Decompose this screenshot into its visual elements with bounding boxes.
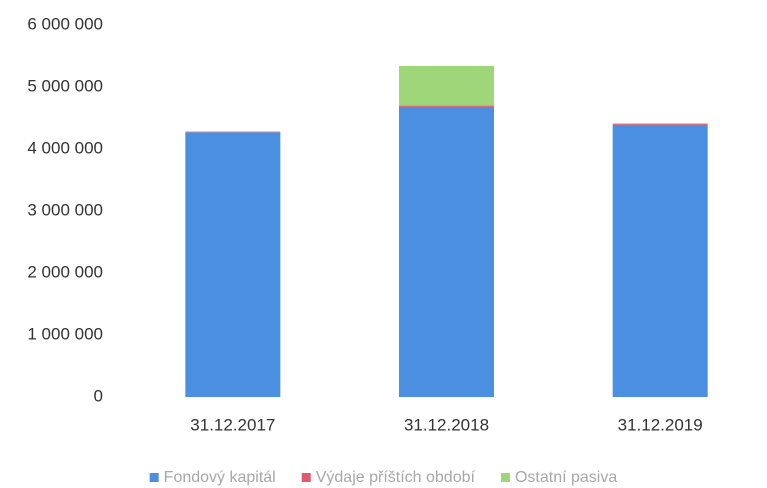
x-tick-label: 31.12.2017 — [190, 415, 275, 434]
bar-segment — [185, 132, 281, 397]
x-tick-label: 31.12.2019 — [618, 415, 703, 434]
y-tick-label: 0 — [94, 386, 103, 405]
bar-segment — [185, 131, 281, 133]
y-tick-label: 1 000 000 — [27, 324, 103, 343]
legend-label: Fondový kapitál — [164, 469, 276, 486]
legend-swatch — [500, 473, 510, 482]
legend: Fondový kapitál Výdaje příštích období Ost… — [149, 469, 617, 486]
y-tick-label: 5 000 000 — [27, 76, 103, 95]
x-tick-label: 31.12.2018 — [404, 415, 489, 434]
bar-segment — [399, 106, 494, 397]
y-tick-label: 4 000 000 — [27, 138, 103, 157]
legend-swatch — [149, 473, 159, 482]
legend-label: Ostatní pasiva — [515, 469, 617, 486]
bar-segment — [399, 105, 494, 107]
bar-segment — [612, 124, 708, 397]
legend-swatch — [301, 473, 311, 482]
y-tick-label: 2 000 000 — [27, 262, 103, 281]
y-tick-label: 3 000 000 — [27, 200, 103, 219]
bar-segment — [612, 123, 708, 125]
legend-label: Výdaje příštích období — [316, 469, 476, 486]
y-tick-label: 6 000 000 — [27, 14, 103, 33]
bar-segment — [399, 65, 494, 106]
